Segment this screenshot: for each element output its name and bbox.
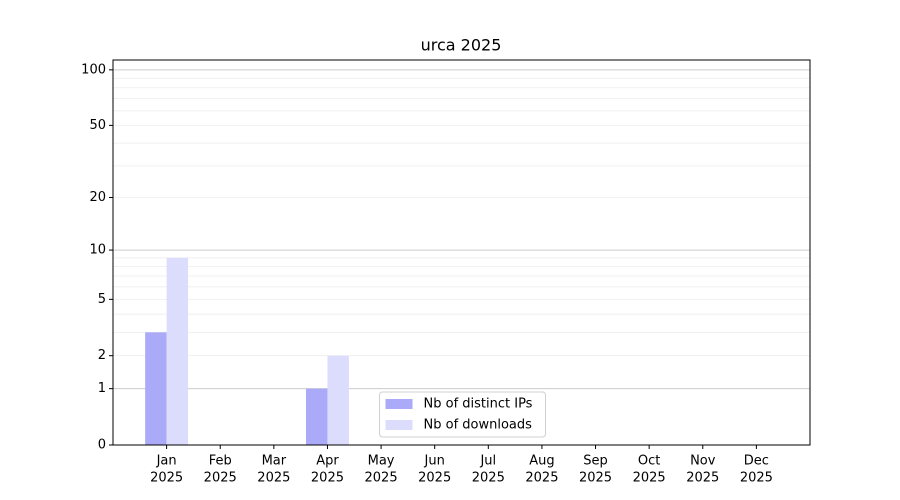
y-tick-label: 0 xyxy=(98,438,106,453)
legend-box xyxy=(379,391,546,438)
legend-label: Nb of downloads xyxy=(424,418,533,433)
x-tick-label: Sep xyxy=(583,454,608,469)
x-tick-year: 2025 xyxy=(418,471,451,486)
x-tick-label: Jul xyxy=(479,454,496,469)
x-tick-year: 2025 xyxy=(579,471,612,486)
bar xyxy=(327,355,349,445)
y-tick-label: 5 xyxy=(98,292,106,307)
y-tick-label: 20 xyxy=(89,190,106,205)
x-tick-label: Dec xyxy=(744,454,769,469)
x-tick-label: Apr xyxy=(316,454,339,469)
legend: Nb of distinct IPs Nb of downloads xyxy=(379,391,546,438)
x-tick-year: 2025 xyxy=(686,471,719,486)
y-tick-label: 2 xyxy=(98,348,106,363)
x-tick-label: Oct xyxy=(638,454,660,469)
bar xyxy=(145,332,167,445)
y-tick-label: 50 xyxy=(89,118,106,133)
x-tick-year: 2025 xyxy=(204,471,237,486)
x-tick-year: 2025 xyxy=(740,471,773,486)
legend-swatch xyxy=(385,420,413,430)
plot-frame xyxy=(112,59,811,446)
x-tick-year: 2025 xyxy=(633,471,666,486)
y-tick-label: 10 xyxy=(89,243,106,258)
x-tick-label: Feb xyxy=(209,454,232,469)
x-tick-year: 2025 xyxy=(365,471,398,486)
x-tick-label: Jan xyxy=(156,454,177,469)
y-tick-label: 100 xyxy=(81,62,106,77)
legend-label: Nb of distinct IPs xyxy=(424,397,533,412)
legend-swatch xyxy=(385,399,413,409)
x-tick-label: Jun xyxy=(424,454,445,469)
x-tick-year: 2025 xyxy=(311,471,344,486)
x-tick-year: 2025 xyxy=(257,471,290,486)
x-tick-label: May xyxy=(368,454,395,469)
x-tick-label: Mar xyxy=(262,454,287,469)
chart-title: urca 2025 xyxy=(421,36,502,55)
x-tick-year: 2025 xyxy=(150,471,183,486)
bar xyxy=(166,257,189,445)
x-tick-label: Nov xyxy=(690,454,716,469)
x-tick-label: Aug xyxy=(529,454,554,469)
bar xyxy=(306,388,328,445)
x-tick-year: 2025 xyxy=(472,471,505,486)
y-tick-label: 1 xyxy=(98,381,106,396)
x-tick-year: 2025 xyxy=(525,471,558,486)
